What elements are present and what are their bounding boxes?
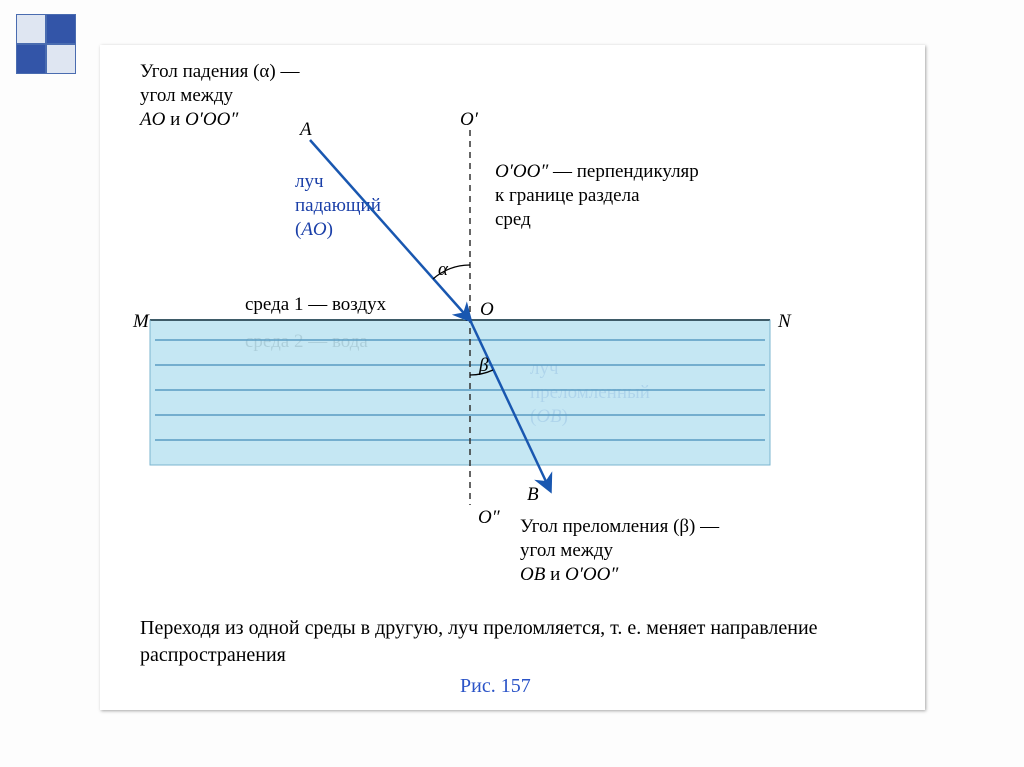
- deco-square-2: [46, 14, 76, 44]
- alpha-symbol: α: [438, 259, 449, 280]
- deco-square-1: [16, 14, 46, 44]
- incident-ray: [310, 140, 470, 320]
- figure-number: Рис. 157: [460, 675, 531, 698]
- deco-square-3: [16, 44, 46, 74]
- point-Oprime: O′: [460, 109, 479, 130]
- point-A: A: [298, 119, 312, 140]
- point-O: O: [480, 299, 494, 320]
- diagram-frame: Угол падения (α) — угол между AO и O′OO″…: [100, 45, 925, 710]
- point-OdoublePrime: O″: [478, 507, 501, 528]
- water-region: [150, 320, 770, 465]
- point-B: B: [527, 484, 539, 505]
- point-N: N: [777, 311, 792, 332]
- beta-symbol: β: [478, 355, 489, 376]
- deco-square-4: [46, 44, 76, 74]
- point-M: M: [132, 311, 150, 332]
- caption-text: Переходя из одной среды в другую, луч пр…: [140, 615, 895, 669]
- refraction-diagram-svg: α β A O′ O M N B O″: [100, 45, 925, 605]
